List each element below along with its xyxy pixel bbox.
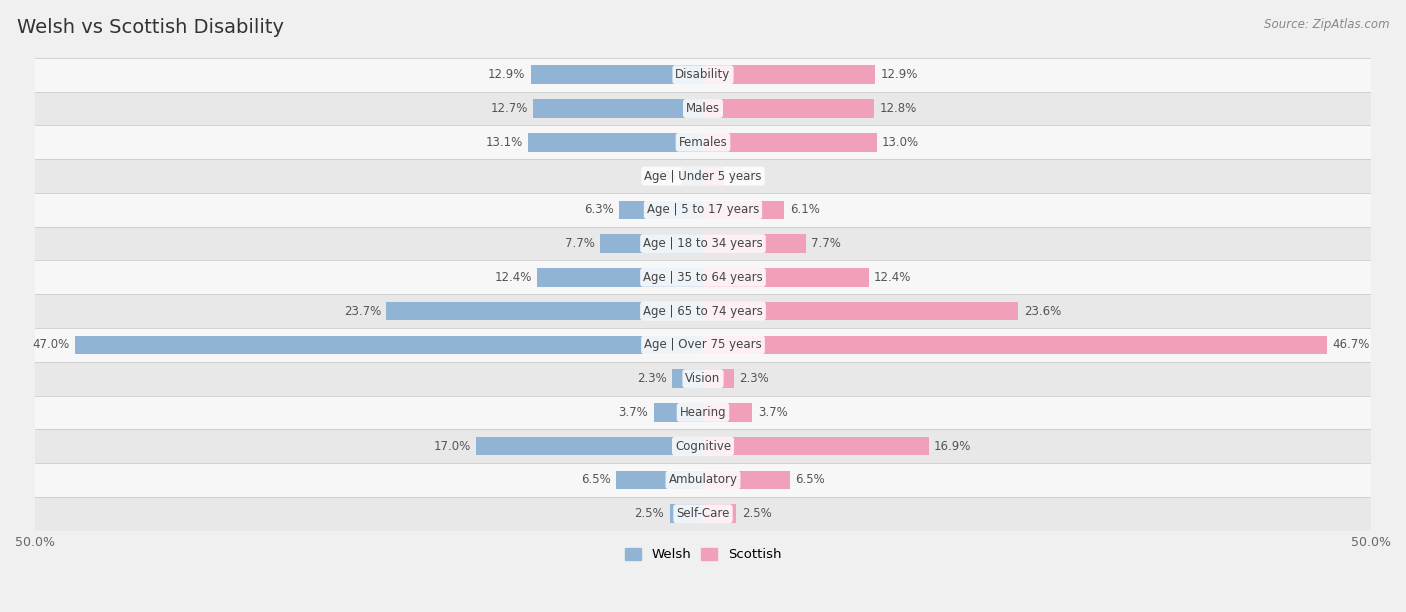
Bar xyxy=(35,193,1371,226)
Bar xyxy=(703,437,929,455)
Text: Age | 18 to 34 years: Age | 18 to 34 years xyxy=(643,237,763,250)
Text: Age | 35 to 64 years: Age | 35 to 64 years xyxy=(643,271,763,284)
Text: Age | Over 75 years: Age | Over 75 years xyxy=(644,338,762,351)
Text: Hearing: Hearing xyxy=(679,406,727,419)
Bar xyxy=(533,99,703,118)
Text: Ambulatory: Ambulatory xyxy=(668,474,738,487)
Text: 2.3%: 2.3% xyxy=(740,372,769,385)
Bar xyxy=(530,65,703,84)
Bar xyxy=(529,133,703,152)
Text: 6.5%: 6.5% xyxy=(796,474,825,487)
Bar xyxy=(703,99,875,118)
Text: 3.7%: 3.7% xyxy=(758,406,787,419)
Text: Vision: Vision xyxy=(685,372,721,385)
Bar xyxy=(619,201,703,219)
Bar xyxy=(75,335,703,354)
Bar xyxy=(703,166,724,185)
Text: Cognitive: Cognitive xyxy=(675,439,731,453)
Bar xyxy=(616,471,703,489)
Text: 17.0%: 17.0% xyxy=(433,439,471,453)
Bar xyxy=(35,497,1371,531)
Text: 46.7%: 46.7% xyxy=(1333,338,1369,351)
Bar xyxy=(35,159,1371,193)
Bar xyxy=(35,92,1371,125)
Text: 2.5%: 2.5% xyxy=(634,507,664,520)
Text: Self-Care: Self-Care xyxy=(676,507,730,520)
Text: 23.7%: 23.7% xyxy=(344,305,381,318)
Bar xyxy=(35,226,1371,261)
Bar xyxy=(672,370,703,388)
Bar xyxy=(669,504,703,523)
Text: 7.7%: 7.7% xyxy=(811,237,841,250)
Bar xyxy=(35,395,1371,429)
Text: 12.4%: 12.4% xyxy=(495,271,531,284)
Text: 16.9%: 16.9% xyxy=(934,439,972,453)
Bar xyxy=(35,362,1371,395)
Text: 6.1%: 6.1% xyxy=(790,203,820,216)
Bar xyxy=(475,437,703,455)
Text: 47.0%: 47.0% xyxy=(32,338,70,351)
Text: 23.6%: 23.6% xyxy=(1024,305,1062,318)
Text: 2.3%: 2.3% xyxy=(637,372,666,385)
Bar xyxy=(35,261,1371,294)
Bar xyxy=(703,403,752,422)
Bar xyxy=(703,268,869,286)
Bar xyxy=(387,302,703,321)
Bar xyxy=(600,234,703,253)
Bar xyxy=(654,403,703,422)
Text: 6.3%: 6.3% xyxy=(583,203,613,216)
Bar xyxy=(35,429,1371,463)
Legend: Welsh, Scottish: Welsh, Scottish xyxy=(620,543,786,567)
Bar xyxy=(35,58,1371,92)
Bar xyxy=(703,504,737,523)
Text: Age | 5 to 17 years: Age | 5 to 17 years xyxy=(647,203,759,216)
Bar xyxy=(703,370,734,388)
Text: Females: Females xyxy=(679,136,727,149)
Text: 12.8%: 12.8% xyxy=(879,102,917,115)
Bar xyxy=(703,133,877,152)
Bar xyxy=(537,268,703,286)
Text: 6.5%: 6.5% xyxy=(581,474,610,487)
Bar xyxy=(35,294,1371,328)
Text: Age | Under 5 years: Age | Under 5 years xyxy=(644,170,762,182)
Text: Males: Males xyxy=(686,102,720,115)
Text: 1.6%: 1.6% xyxy=(647,170,676,182)
Bar xyxy=(703,302,1018,321)
Text: 1.6%: 1.6% xyxy=(730,170,759,182)
Text: 13.1%: 13.1% xyxy=(485,136,523,149)
Text: Welsh vs Scottish Disability: Welsh vs Scottish Disability xyxy=(17,18,284,37)
Bar xyxy=(703,65,876,84)
Bar xyxy=(35,463,1371,497)
Bar xyxy=(682,166,703,185)
Text: Age | 65 to 74 years: Age | 65 to 74 years xyxy=(643,305,763,318)
Bar xyxy=(703,471,790,489)
Bar xyxy=(35,328,1371,362)
Text: 12.9%: 12.9% xyxy=(880,68,918,81)
Text: 12.9%: 12.9% xyxy=(488,68,526,81)
Text: 2.5%: 2.5% xyxy=(742,507,772,520)
Text: 7.7%: 7.7% xyxy=(565,237,595,250)
Text: 12.4%: 12.4% xyxy=(875,271,911,284)
Bar xyxy=(35,125,1371,159)
Text: 3.7%: 3.7% xyxy=(619,406,648,419)
Text: Disability: Disability xyxy=(675,68,731,81)
Bar xyxy=(703,335,1327,354)
Bar xyxy=(703,201,785,219)
Text: 12.7%: 12.7% xyxy=(491,102,529,115)
Bar xyxy=(703,234,806,253)
Text: 13.0%: 13.0% xyxy=(882,136,920,149)
Text: Source: ZipAtlas.com: Source: ZipAtlas.com xyxy=(1264,18,1389,31)
